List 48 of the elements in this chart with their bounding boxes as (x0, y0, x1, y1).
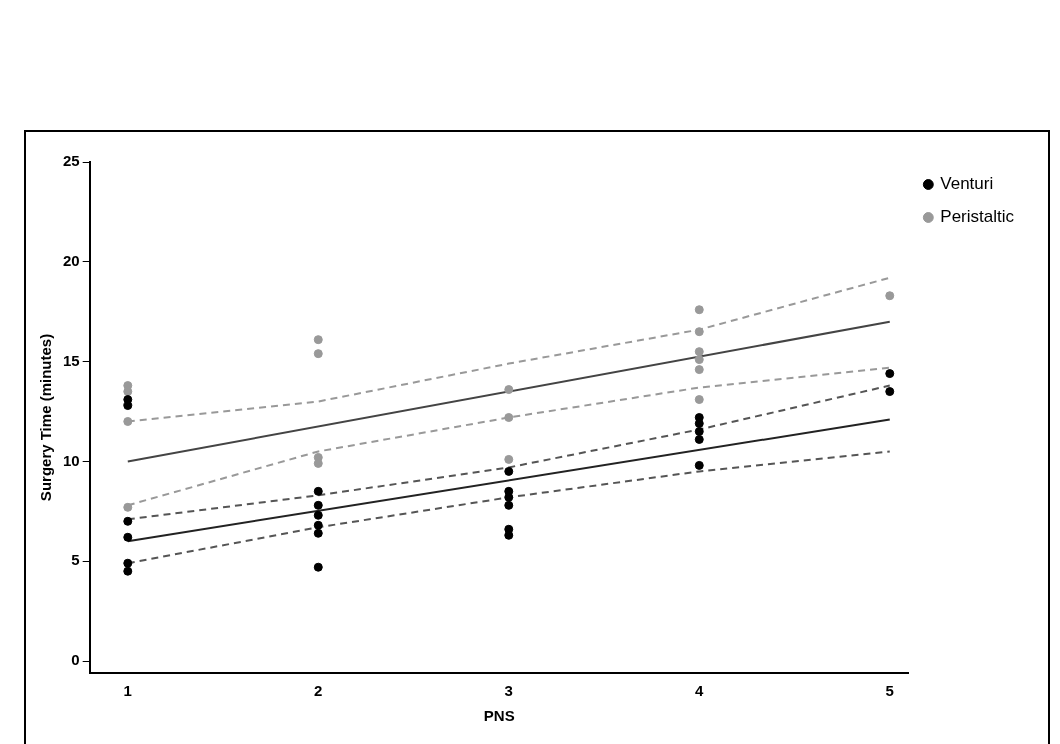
point (504, 413, 514, 422)
point (885, 387, 895, 397)
point (313, 349, 323, 359)
x-tick-label: 4 (695, 682, 705, 700)
x-tick-label: 2 (314, 682, 323, 700)
point (123, 416, 133, 426)
point (694, 434, 704, 444)
point (504, 500, 514, 510)
x-tick-label: 3 (504, 682, 513, 700)
point (694, 347, 704, 357)
point (313, 528, 323, 538)
y-tick-label: 20 (63, 251, 80, 269)
point (313, 510, 323, 520)
y-tick-label: 25 (63, 152, 80, 170)
point (313, 335, 323, 345)
point (885, 291, 895, 301)
point (694, 327, 704, 337)
y-tick-label: 10 (63, 451, 80, 469)
point (504, 385, 514, 395)
point (694, 460, 704, 470)
point (885, 369, 895, 379)
point (123, 558, 133, 568)
point (504, 466, 514, 476)
y-tick-label: 15 (63, 351, 80, 369)
point (313, 500, 323, 510)
point (123, 516, 133, 526)
point (123, 532, 133, 542)
point (694, 305, 704, 315)
legend-label: Peristaltic (940, 207, 1015, 227)
point (313, 486, 323, 496)
x-tick-label: 5 (885, 682, 894, 700)
y-tick-label: 5 (71, 551, 80, 569)
y-tick-label: 0 (71, 651, 80, 669)
point (123, 401, 133, 411)
point (123, 502, 133, 512)
point (694, 395, 704, 405)
point (504, 454, 514, 464)
point (313, 520, 323, 530)
point (123, 566, 133, 576)
point (313, 562, 323, 572)
x-tick-label: 1 (123, 682, 132, 700)
point (694, 355, 704, 365)
legend-label: Venturi (940, 174, 994, 194)
point (123, 387, 133, 397)
x-axis-title: PNS (483, 707, 515, 725)
point (694, 365, 704, 375)
point (694, 426, 704, 436)
y-axis-title: Surgery Time (minutes) (37, 333, 55, 502)
